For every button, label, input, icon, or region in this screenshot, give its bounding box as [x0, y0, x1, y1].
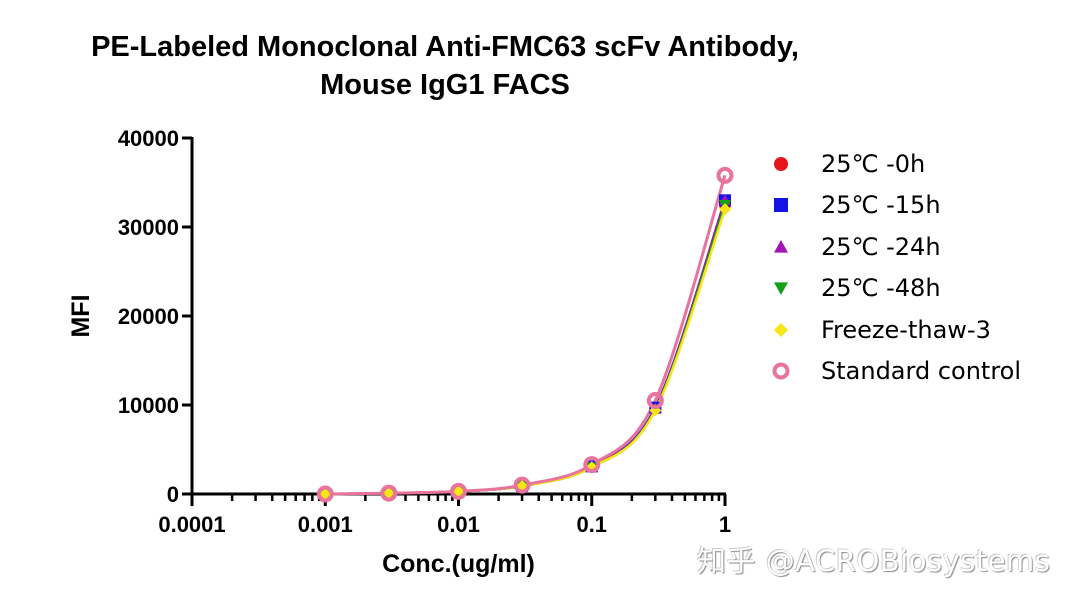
data-point — [583, 456, 601, 474]
x-axis-label: Conc.(ug/ml) — [382, 550, 535, 578]
legend-symbol — [774, 239, 788, 253]
fit-curve — [325, 199, 727, 496]
legend: 25℃ -0h 25℃ -15h 25℃ -24h 25℃ -48h Freeze-th… — [770, 143, 1021, 392]
legend-item: 25℃ -15h — [770, 185, 1021, 227]
data-point — [382, 487, 395, 500]
y-tick-label: 0 — [167, 482, 179, 507]
legend-symbol — [774, 198, 788, 213]
y-tick-label: 30000 — [118, 215, 179, 240]
y-axis-label: MFI — [67, 294, 95, 337]
data-point — [646, 392, 664, 410]
x-tick-label: 0.0001 — [158, 512, 225, 537]
markers-25-48h — [319, 199, 731, 500]
legend-item: 25℃ -48h — [770, 268, 1021, 310]
chart-title: PE-Labeled Monoclonal Anti-FMC63 scFv An… — [0, 28, 890, 104]
data-point — [380, 484, 398, 502]
legend-label: Standard control — [821, 357, 1022, 386]
series-25-24h — [325, 199, 727, 496]
series-group — [316, 166, 734, 503]
legend-marker-square-icon — [770, 194, 792, 216]
legend-label: 25℃ -15h — [821, 191, 941, 220]
markers-25-24h — [319, 194, 731, 499]
markers-25-0h — [319, 198, 731, 500]
markers-25-15h — [319, 194, 731, 500]
chart-title-line-2: Mouse IgG1 FACS — [320, 69, 570, 101]
legend-marker-triangle-up-icon — [770, 236, 792, 258]
fit-curve — [325, 174, 727, 496]
legend-marker-circle-icon — [770, 153, 792, 175]
series-freeze-thaw-3 — [325, 208, 727, 496]
series-25-0h — [325, 204, 727, 496]
markers-standard-control — [316, 166, 734, 503]
legend-item: Freeze-thaw-3 — [770, 309, 1021, 351]
fit-curve — [325, 199, 727, 496]
y-tick-label: 20000 — [118, 304, 179, 329]
watermark: 知乎 @ACROBiosystems — [697, 544, 1051, 578]
data-point — [316, 485, 334, 503]
fit-curve — [325, 208, 727, 496]
data-point — [716, 166, 734, 184]
series-25-48h — [325, 204, 727, 496]
axes: 0 10000 20000 30000 40000 0.0001 0.001 0.01 0.1 1 — [118, 126, 731, 537]
legend-item: 25℃ -0h — [770, 143, 1021, 185]
y-tick-label: 40000 — [118, 126, 179, 151]
legend-item: 25℃ -24h — [770, 226, 1021, 268]
fit-curve — [325, 204, 727, 496]
x-tick-label: 1 — [719, 512, 731, 537]
series-25-15h — [325, 199, 727, 496]
data-point — [450, 482, 467, 500]
x-tick-label: 0.1 — [576, 512, 607, 537]
x-tick-label: 0.01 — [437, 512, 480, 537]
legend-label: 25℃ -48h — [821, 274, 941, 303]
chart-title-line-1: PE-Labeled Monoclonal Anti-FMC63 scFv An… — [91, 31, 799, 63]
y-tick-label: 10000 — [118, 393, 179, 418]
data-point — [319, 488, 332, 500]
legend-marker-diamond-icon — [770, 319, 792, 341]
legend-marker-triangle-down-icon — [770, 277, 792, 299]
legend-symbol — [774, 156, 788, 171]
data-point — [513, 476, 531, 494]
legend-symbol — [772, 362, 790, 380]
legend-item: Standard control — [770, 351, 1021, 393]
x-tick-label: 0.001 — [298, 512, 353, 537]
legend-label: 25℃ -24h — [821, 232, 941, 261]
fit-curve — [325, 204, 727, 496]
data-point — [452, 485, 465, 498]
legend-label: Freeze-thaw-3 — [821, 315, 991, 344]
legend-symbol — [774, 282, 788, 296]
legend-marker-open-circle-icon — [770, 360, 792, 382]
markers-freeze-thaw-3 — [319, 203, 731, 500]
legend-symbol — [774, 322, 788, 337]
data-point — [719, 203, 731, 216]
legend-label: 25℃ -0h — [821, 149, 926, 178]
series-standard-control — [325, 174, 727, 496]
